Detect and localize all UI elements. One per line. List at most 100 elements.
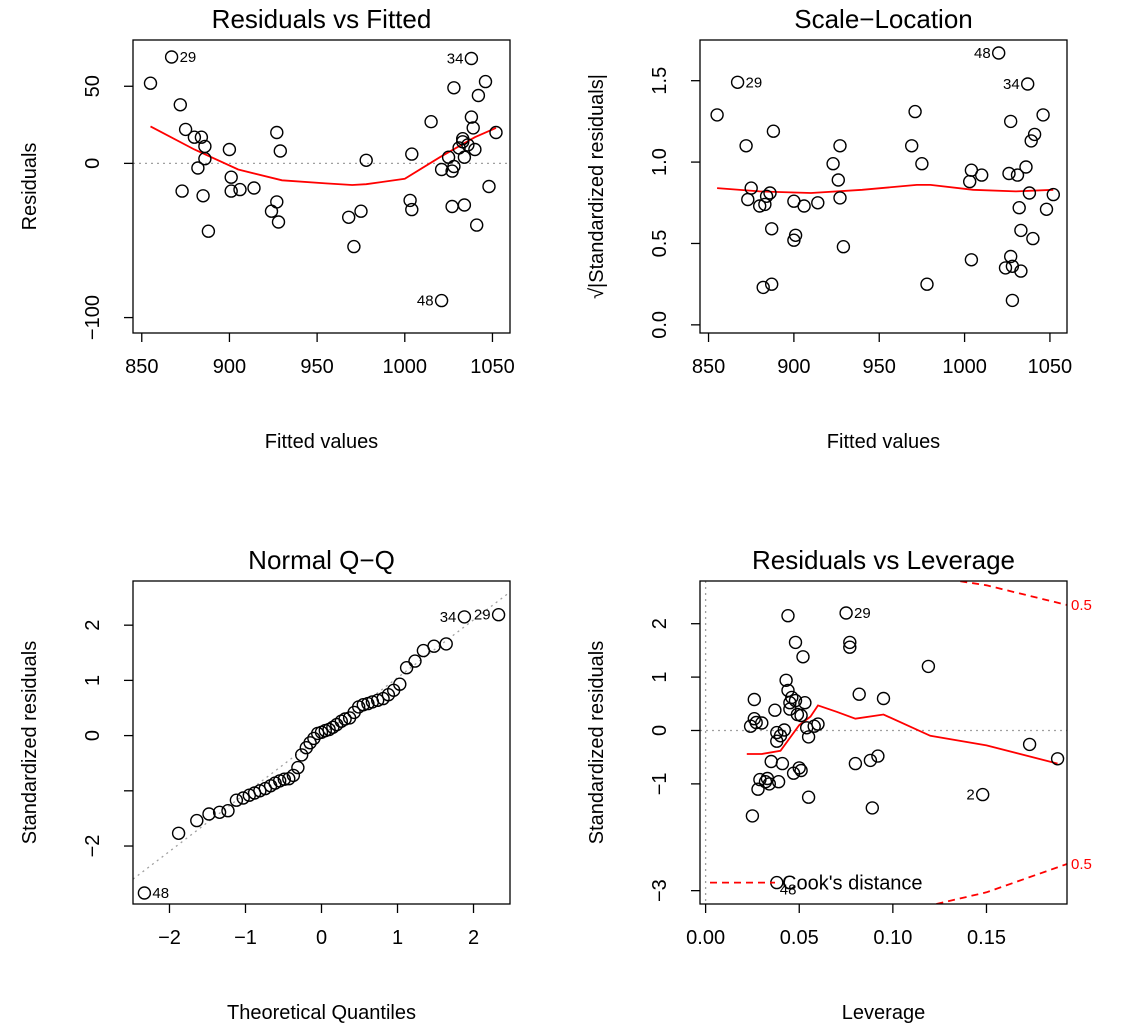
panel-1-point xyxy=(405,147,419,161)
panel-1-point xyxy=(471,88,486,103)
panel-4-point xyxy=(811,717,825,731)
panel-1-point xyxy=(233,182,247,197)
panel-1-point xyxy=(173,98,188,112)
panel-3-point xyxy=(295,748,309,762)
panel-2-point xyxy=(1024,134,1038,148)
panel-1-xtick-label: 900 xyxy=(213,356,246,378)
panel-4-cook-contour-upper xyxy=(952,581,1067,606)
panel-4-ytick-label: −1 xyxy=(649,772,671,795)
panel-1-point xyxy=(470,218,484,232)
panel-2-point xyxy=(1019,160,1033,174)
panel-4-point xyxy=(921,659,936,674)
panel-2-point xyxy=(758,197,772,212)
panel-3-point xyxy=(229,793,244,807)
panel-1-point xyxy=(447,159,461,174)
panel-4-point-label: 2 xyxy=(966,787,974,804)
panel-4-point xyxy=(865,801,879,815)
panel-1-point xyxy=(482,179,496,194)
panel-1-point-label: 48 xyxy=(417,293,434,310)
panel-1-point xyxy=(224,184,238,198)
panel-3-point xyxy=(399,661,414,675)
panel-1-point xyxy=(466,121,480,135)
panel-1-point xyxy=(178,122,193,137)
panel-3-point xyxy=(439,637,453,651)
panel-4-point xyxy=(1050,752,1065,766)
panel-1-point xyxy=(224,170,238,184)
panel-3-ytick-label: 2 xyxy=(82,620,104,631)
panel-3-xtick-label: −1 xyxy=(234,927,257,949)
panel-4-point xyxy=(794,708,808,723)
panel-1-point-label: 29 xyxy=(180,49,197,66)
panel-4-point xyxy=(976,787,990,802)
panel-4-point xyxy=(783,696,797,710)
panel-1-point xyxy=(342,210,356,225)
panel-4-point xyxy=(792,761,806,775)
panel-3-point-label: 48 xyxy=(152,885,169,902)
panel-2-point xyxy=(964,253,979,267)
panel-3-frame xyxy=(132,580,511,905)
panel-4-point xyxy=(876,691,891,706)
panel-4-frame xyxy=(699,580,1068,905)
panel-4-point xyxy=(751,782,765,796)
panel-3-point xyxy=(190,813,204,828)
panel-2-point xyxy=(920,277,934,291)
panel-2-point xyxy=(1010,168,1025,182)
panel-2-point xyxy=(1004,249,1018,264)
panel-2-point xyxy=(1036,108,1050,122)
panel-3-point xyxy=(393,677,407,691)
panel-4-cook-contour-lower xyxy=(932,863,1067,904)
panel-4-point-label: 29 xyxy=(854,605,871,622)
panel-4-xtick-label: 0.05 xyxy=(780,927,819,949)
panel-1-point xyxy=(405,202,419,217)
panel-3-qq-reference-line xyxy=(133,591,510,880)
panel-2-point xyxy=(905,139,919,153)
panel-2-xtick-label: 950 xyxy=(863,356,896,378)
panel-1-point xyxy=(461,138,475,152)
panel-1-point xyxy=(194,130,209,144)
panel-1-xtick-label: 1050 xyxy=(470,356,515,378)
panel-1-xtick-label: 850 xyxy=(125,356,158,378)
panel-2-point-label: 48 xyxy=(974,45,991,62)
panel-2-xtick-label: 850 xyxy=(692,356,725,378)
panel-3-point xyxy=(371,693,385,707)
panel-4-point xyxy=(775,756,790,771)
panel-4-point xyxy=(755,716,769,730)
panel-2-point xyxy=(766,124,781,138)
panel-1-point xyxy=(457,150,472,164)
panel-2-point xyxy=(831,173,845,187)
panel-2-point xyxy=(788,228,803,243)
panel-2-point xyxy=(741,192,755,207)
panel-4-point xyxy=(788,635,803,650)
panel-2-point xyxy=(1002,166,1016,181)
panel-3-point xyxy=(356,698,370,712)
panel-2-point xyxy=(833,139,847,153)
panel-1-point xyxy=(489,125,503,140)
panel-2-xlabel: Fitted values xyxy=(827,431,940,453)
panel-4-point xyxy=(852,687,866,701)
panel-4-ylabel: Standardized residuals xyxy=(586,641,608,844)
panel-2-ytick-label: 0.0 xyxy=(649,311,671,339)
panel-1-point xyxy=(354,204,368,218)
panel-2-point xyxy=(730,75,745,90)
panel-4-cook-level-label: 0.5 xyxy=(1071,856,1092,873)
panel-1-point xyxy=(457,198,472,212)
panel-2-point xyxy=(992,46,1006,60)
panel-2-point xyxy=(1014,223,1028,238)
panel-4-point xyxy=(788,693,803,708)
panel-4-point xyxy=(863,753,878,768)
panel-1-point xyxy=(468,142,482,157)
panel-4-point xyxy=(749,715,763,730)
panel-1-point xyxy=(175,184,189,198)
panel-2-point xyxy=(811,196,825,210)
panel-2-point xyxy=(759,189,774,204)
panel-4-point xyxy=(785,690,799,705)
panel-4-point xyxy=(770,725,784,740)
panel-1-smooth-line xyxy=(150,125,497,186)
panel-4-point xyxy=(796,650,810,664)
panel-3-point xyxy=(221,804,235,818)
panel-2-point xyxy=(836,239,851,254)
panel-1-point xyxy=(403,193,417,208)
panel-2-smooth-line xyxy=(717,184,1054,194)
panel-1-point xyxy=(434,293,449,308)
panel-4: Residuals vs Leverage Leverage Standardize… xyxy=(586,545,1092,1024)
